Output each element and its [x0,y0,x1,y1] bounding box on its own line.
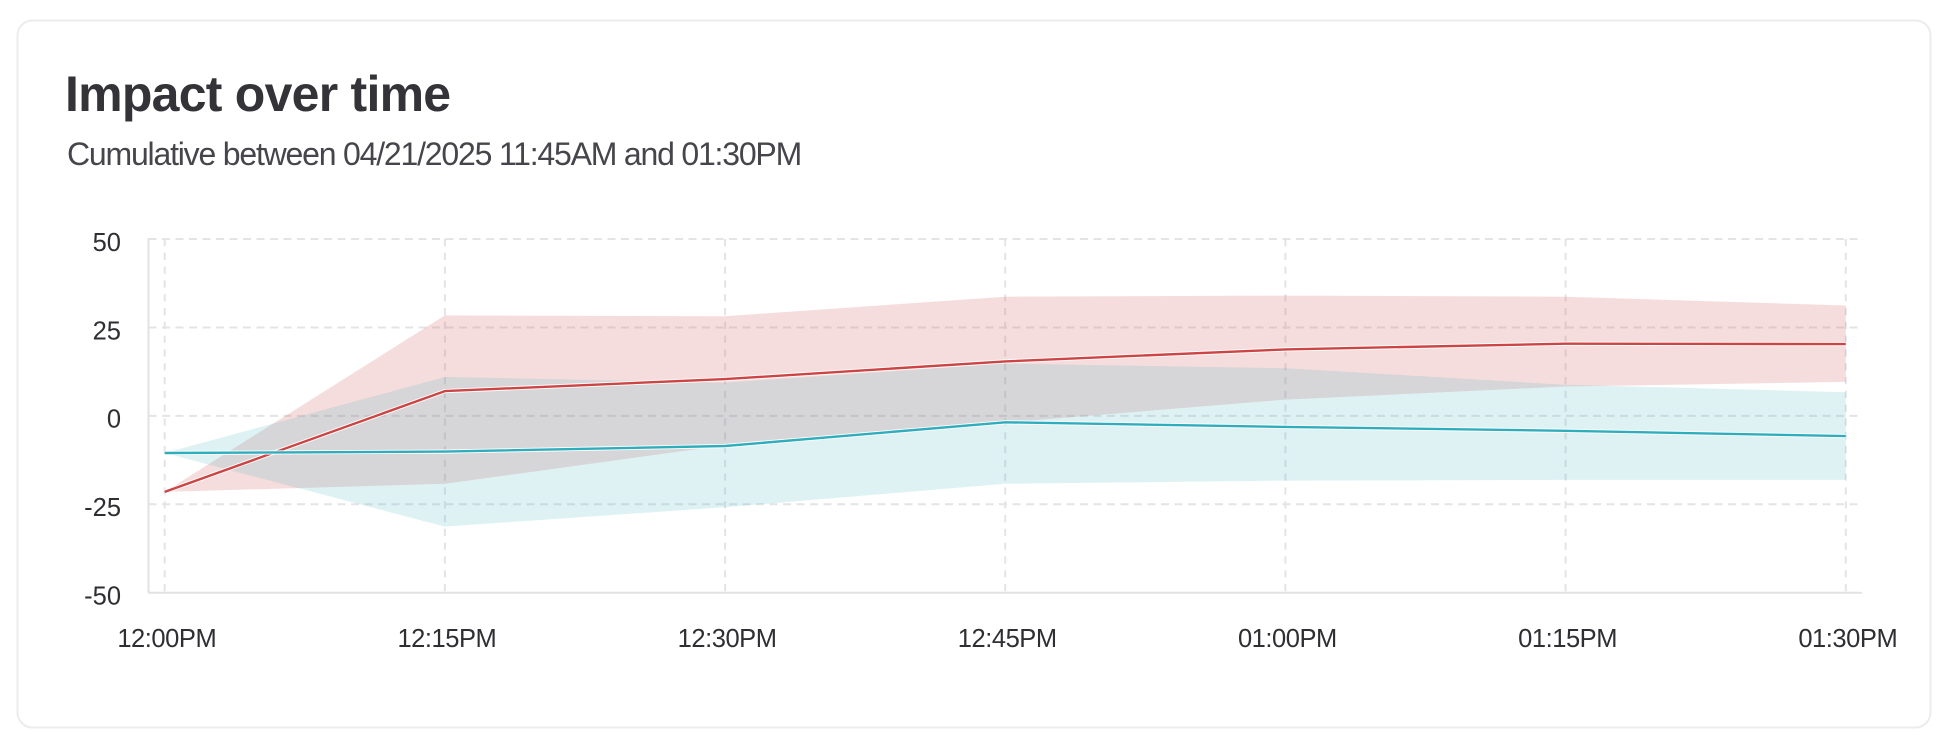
svg-text:12:45PM: 12:45PM [958,625,1057,653]
svg-text:25: 25 [93,317,121,345]
svg-text:01:00PM: 01:00PM [1238,625,1337,653]
svg-text:0: 0 [107,406,121,434]
svg-text:12:30PM: 12:30PM [678,625,777,653]
svg-text:12:00PM: 12:00PM [117,625,216,653]
svg-text:01:30PM: 01:30PM [1798,625,1897,653]
svg-text:Impact over time: Impact over time [65,66,450,122]
svg-text:-25: -25 [84,494,121,522]
svg-text:01:15PM: 01:15PM [1518,625,1617,653]
svg-text:Cumulative between 04/21/2025: Cumulative between 04/21/2025 11:45AM an… [67,136,801,172]
svg-text:50: 50 [93,229,121,257]
svg-text:12:15PM: 12:15PM [397,625,496,653]
svg-text:-50: -50 [84,583,121,611]
